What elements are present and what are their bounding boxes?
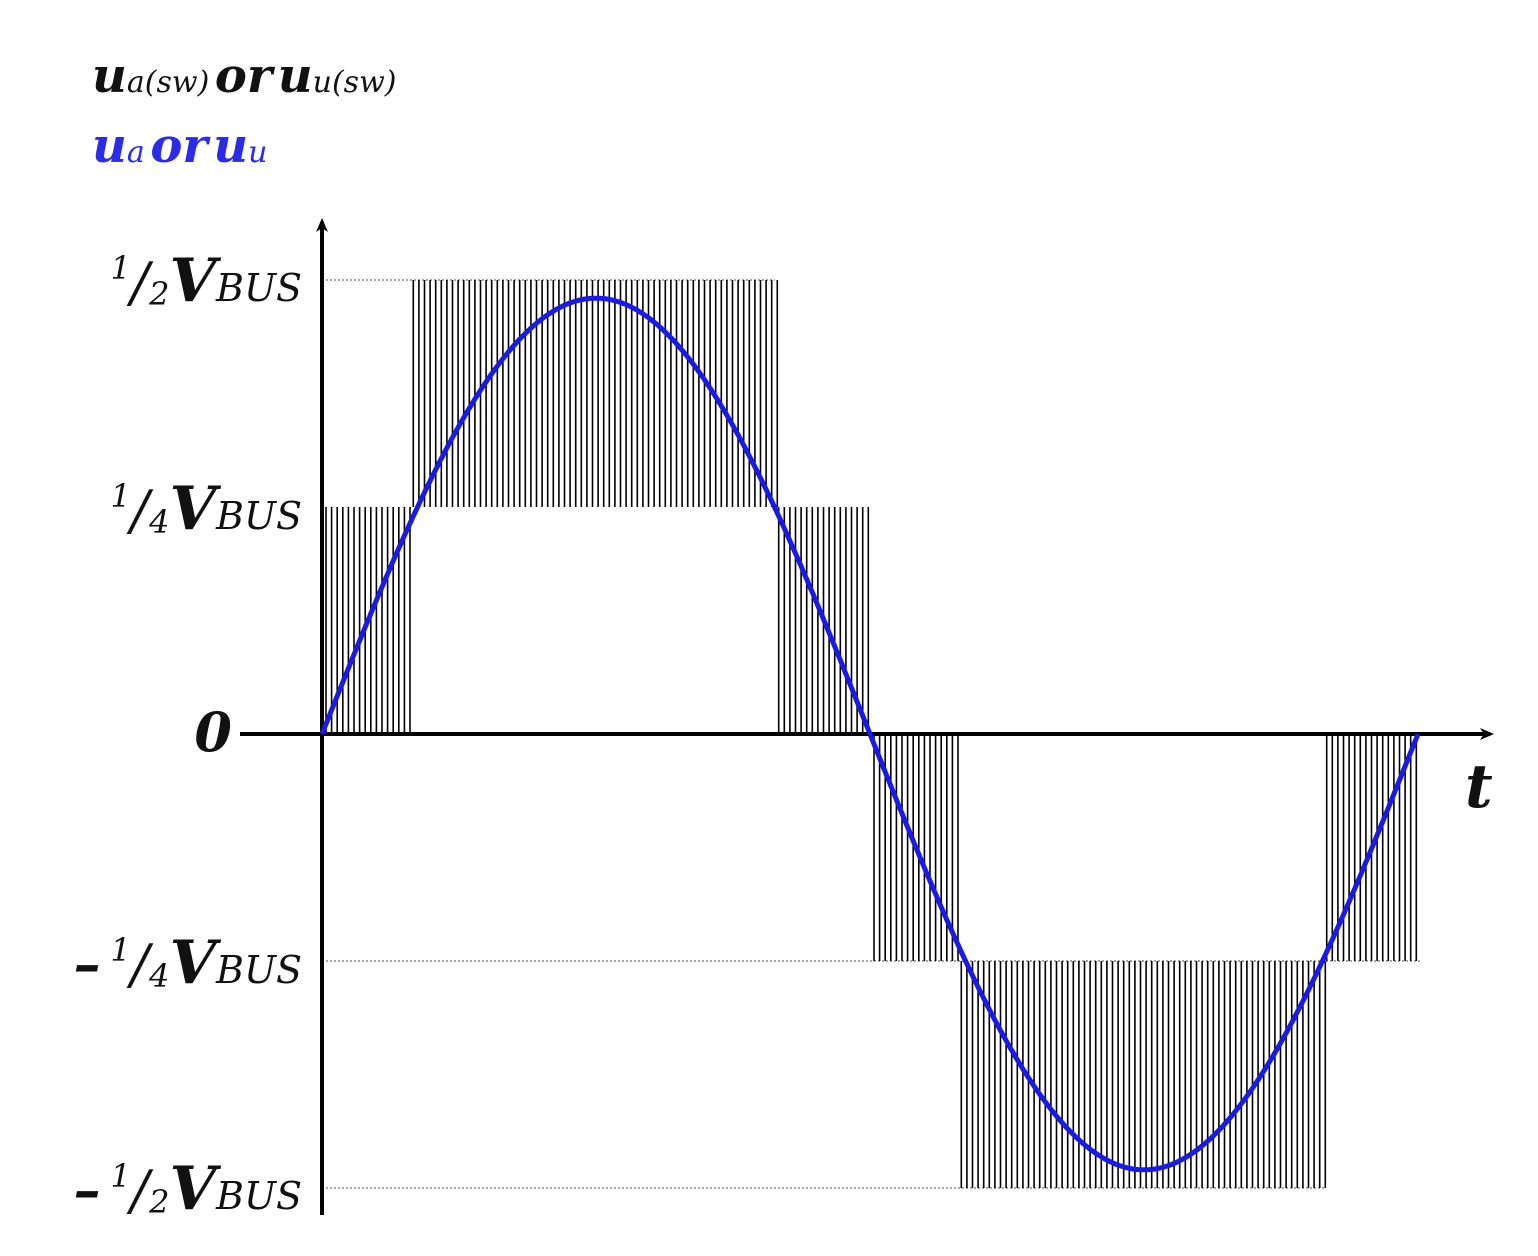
y-label-quarter-negative: –1/4VBUS (74, 928, 302, 998)
y-label-minus: – (73, 1158, 101, 1222)
y-label-slash: / (130, 479, 150, 542)
legend-switched-symbol-a: u (92, 48, 127, 104)
y-label-zero-text: 0 (194, 700, 232, 764)
legend-switched-subscript-b: u(sw) (312, 65, 397, 100)
y-label-numerator: 1 (110, 249, 131, 287)
legend-switched-subscript-a: a(sw) (126, 65, 210, 100)
y-label-v: V (169, 928, 217, 998)
y-label-numerator: 1 (110, 1157, 131, 1195)
y-label-quarter-positive: 1/4VBUS (111, 474, 302, 544)
y-label-denominator: 2 (149, 275, 170, 313)
legend-reference-symbol-b: u (213, 118, 249, 174)
legend-reference-or: or (150, 118, 208, 174)
y-label-denominator: 4 (149, 957, 170, 995)
switched-voltage-pulses (325, 280, 1418, 1188)
reference-sine-wave (319, 295, 1421, 1173)
y-label-slash: / (130, 933, 150, 996)
y-label-denominator: 2 (149, 1183, 170, 1221)
legend-reference-subscript-a: a (126, 135, 145, 170)
y-label-v: V (169, 246, 217, 316)
y-label-numerator: 1 (110, 477, 131, 515)
y-label-bus: BUS (216, 948, 302, 992)
y-label-half-positive: 1/2VBUS (111, 246, 302, 316)
legend-switched-or: or (214, 48, 273, 104)
y-label-half-negative: –1/2VBUS (74, 1154, 302, 1224)
y-label-slash: / (130, 251, 150, 314)
y-label-zero: 0 (194, 700, 232, 764)
legend-reference-symbol-a: u (92, 118, 127, 174)
x-axis-label: t (1465, 752, 1493, 822)
y-label-minus: – (73, 932, 101, 996)
y-label-bus: BUS (216, 1174, 302, 1218)
y-label-v: V (169, 1154, 217, 1224)
legend-switched-symbol-b: u (277, 48, 313, 104)
y-label-bus: BUS (216, 266, 302, 310)
y-label-v: V (169, 474, 217, 544)
y-label-bus: BUS (216, 494, 302, 538)
y-label-slash: / (130, 1159, 150, 1222)
y-label-denominator: 4 (149, 503, 170, 541)
legend-switched-voltage: ua(sw) or uu(sw) (92, 48, 396, 104)
legend-reference-subscript-b: u (248, 135, 268, 170)
y-label-numerator: 1 (110, 931, 131, 969)
legend-reference-voltage: ua or uu (92, 118, 268, 174)
